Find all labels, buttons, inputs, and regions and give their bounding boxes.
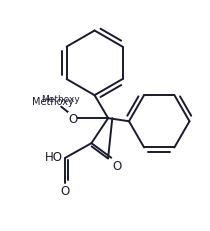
Text: O: O <box>61 185 70 198</box>
Text: HO: HO <box>45 151 63 164</box>
Text: O: O <box>112 159 122 172</box>
Text: Methoxy: Methoxy <box>41 94 80 103</box>
Text: Methoxy: Methoxy <box>32 97 74 107</box>
Text: O: O <box>68 112 77 125</box>
